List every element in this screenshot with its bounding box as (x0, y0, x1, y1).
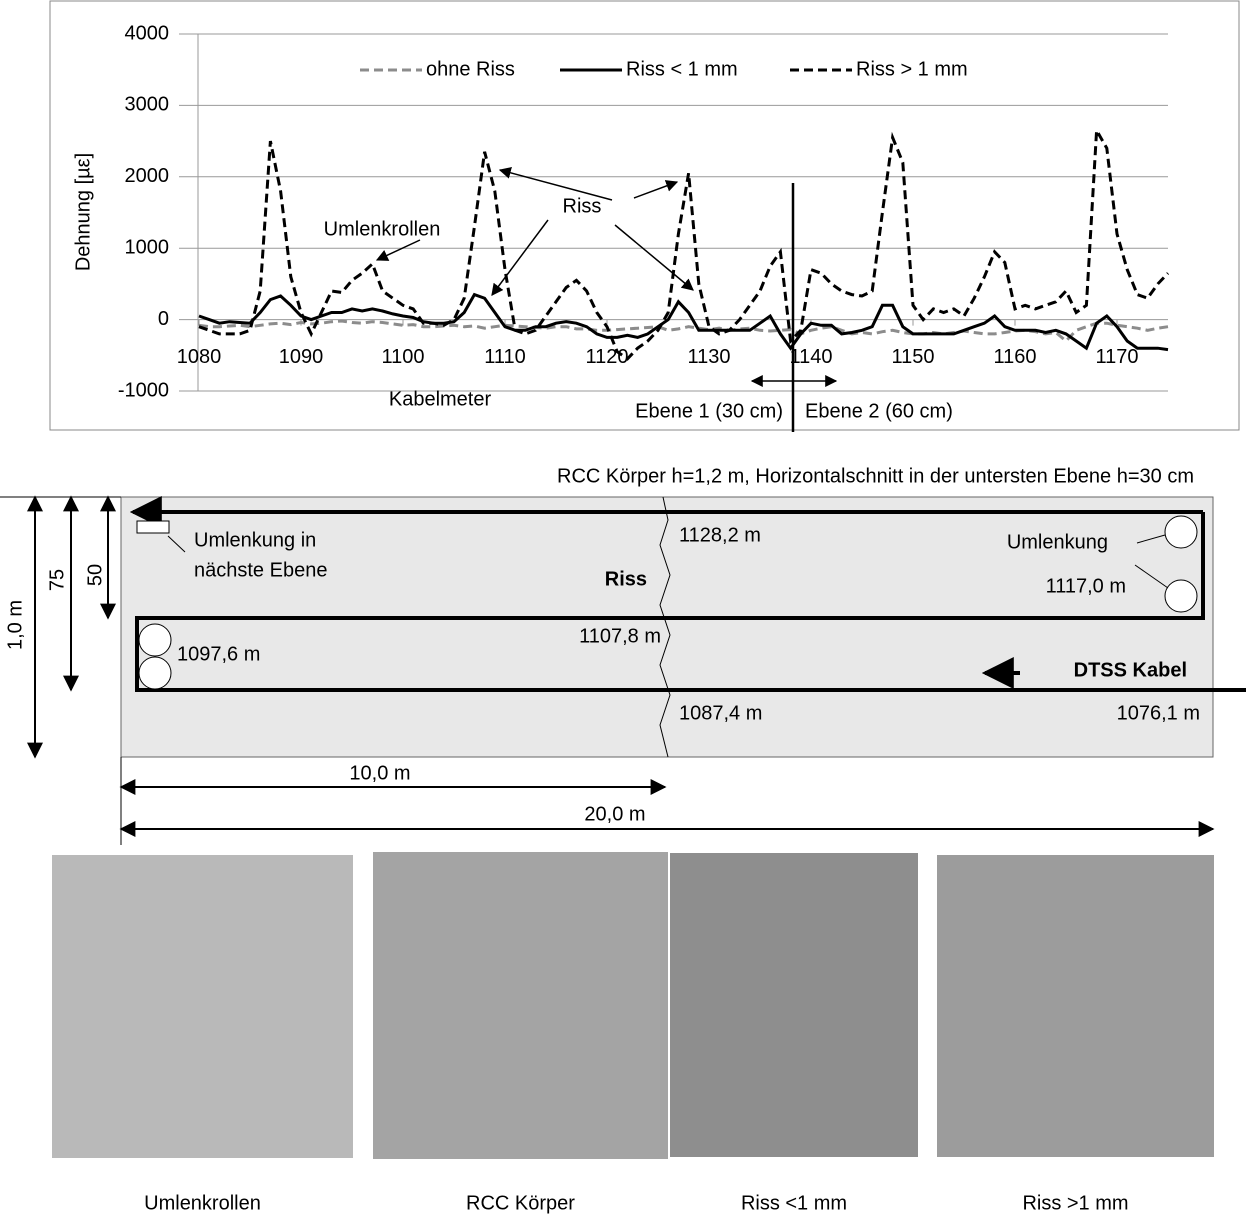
photo (937, 855, 1214, 1157)
x-tick-label: 1100 (381, 346, 424, 368)
diagram-label: 1097,6 m (177, 643, 260, 665)
photo-caption: Riss <1 mm (741, 1192, 847, 1214)
x-tick-label: 1130 (687, 346, 730, 368)
x-axis-label: Kabelmeter (389, 388, 492, 410)
y-tick-label: -1000 (118, 379, 169, 401)
legend-label: Riss < 1 mm (626, 58, 738, 80)
y-tick-label: 3000 (125, 94, 170, 116)
page: -1000 0 1000 2000 3000 4000 1080 1090 1100 1110 11… (0, 0, 1247, 1220)
y-tick-label: 4000 (125, 22, 170, 44)
annotation: Ebene 2 (60 cm) (805, 400, 953, 422)
x-tick-label: 1170 (1095, 346, 1138, 368)
x-tick-label: 1160 (993, 346, 1036, 368)
dimension-label: 10,0 m (349, 762, 410, 784)
annotation-arrow (492, 220, 548, 295)
y-tick-label: 0 (158, 308, 169, 330)
pulley (139, 624, 171, 656)
diagram-label: 1087,4 m (679, 702, 762, 724)
pulley (139, 657, 171, 689)
y-tick-label: 1000 (125, 236, 170, 258)
diagram-label: DTSS Kabel (1074, 659, 1187, 681)
diagram-label: 1117,0 m (1046, 575, 1126, 597)
dimension-label: 1,0 m (4, 600, 26, 650)
photo (52, 855, 353, 1158)
diagram-label: Riss (605, 568, 647, 590)
x-tick-label: 1090 (279, 346, 324, 368)
pulley (1165, 580, 1197, 612)
photo-caption: Riss >1 mm (1022, 1192, 1128, 1214)
dimension-label: 75 (46, 569, 68, 591)
annotation-arrow (615, 225, 693, 290)
photo-caption: RCC Körper (466, 1192, 575, 1214)
diagram-label: nächste Ebene (194, 559, 327, 581)
photo-caption: Umlenkrollen (144, 1192, 261, 1214)
photo (670, 853, 918, 1157)
dimension-label: 50 (84, 564, 106, 586)
diagram-label: 1107,8 m (579, 625, 661, 647)
annotation: Umlenkrollen (324, 218, 441, 240)
photo (373, 852, 668, 1159)
x-tick-label: 1120 (585, 346, 628, 368)
diagram-label: Umlenkung in (194, 529, 316, 551)
dimension-label: 20,0 m (584, 803, 645, 825)
y-axis-label: Dehnung [µε] (72, 153, 94, 271)
y-tick-label: 2000 (125, 165, 170, 187)
diagram-label: Umlenkung (1007, 531, 1108, 553)
x-tick-label: 1140 (789, 346, 832, 368)
diagram-label: 1076,1 m (1117, 702, 1200, 724)
pulley (1165, 516, 1197, 548)
x-tick-label: 1150 (891, 346, 934, 368)
series-line (199, 130, 1168, 359)
transition (137, 521, 169, 533)
annotation-arrow (377, 240, 420, 260)
annotation: Ebene 1 (30 cm) (635, 400, 783, 422)
annotation-arrow (634, 182, 677, 198)
legend-label: ohne Riss (426, 58, 515, 80)
x-tick-label: 1080 (177, 346, 222, 368)
legend-label: Riss > 1 mm (856, 58, 968, 80)
annotation: Riss (563, 195, 602, 217)
diagram-label: 1128,2 m (679, 524, 761, 546)
diagram-title: RCC Körper h=1,2 m, Horizontalschnitt in… (557, 465, 1194, 487)
x-tick-label: 1110 (484, 346, 526, 368)
annotation-arrow (500, 170, 612, 200)
